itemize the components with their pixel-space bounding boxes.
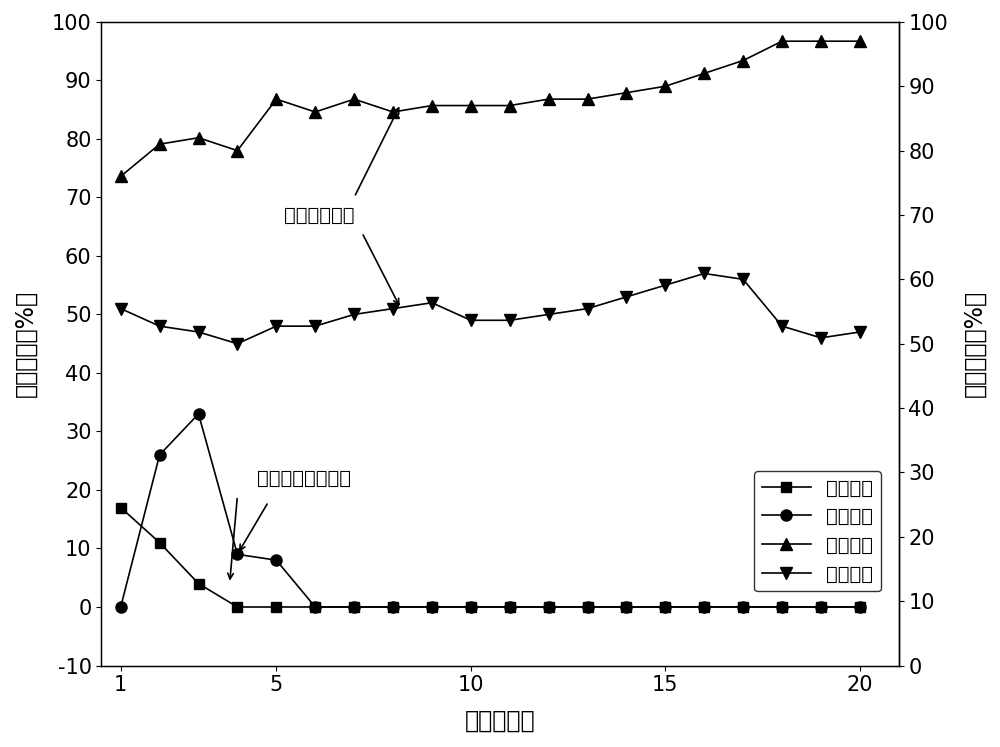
亚碑化率 [270,603,282,612]
氨去除率 [348,603,360,612]
亚碑化率 [659,603,671,612]
亚碑化率 [348,603,360,612]
氨去除率 [620,292,632,301]
亚碑化率 [582,603,594,612]
亚碑化率 [582,95,594,104]
亚碑化率 [737,56,749,65]
亚碑化率 [193,133,205,142]
亚碑化率 [504,101,516,110]
亚碑化率 [193,579,205,588]
氨去除率 [231,339,243,348]
氨去除率 [154,450,166,459]
氨去除率 [854,327,866,336]
Line: 亚碑化率: 亚碑化率 [116,503,865,612]
氨去除率 [309,322,321,331]
氨去除率 [154,322,166,331]
氨去除率 [582,304,594,313]
亚碑化率 [543,603,555,612]
亚碑化率 [815,37,827,46]
亚碑化率 [620,88,632,97]
氨去除率 [387,304,399,313]
亚碑化率 [387,108,399,117]
氨去除率 [815,333,827,342]
氨去除率 [348,310,360,319]
亚碑化率 [698,603,710,612]
亚碑化率 [737,603,749,612]
亚碑化率 [465,603,477,612]
X-axis label: 周期（个）: 周期（个） [465,709,535,733]
氨去除率 [193,409,205,418]
亚碑化率 [854,603,866,612]
氨去除率 [543,310,555,319]
亚碑化率 [620,603,632,612]
氨去除率 [504,603,516,612]
亚碑化率 [426,603,438,612]
氨去除率 [193,327,205,336]
氨去除率 [776,603,788,612]
氨去除率 [504,316,516,325]
亚碑化率 [348,95,360,104]
亚碑化率 [504,603,516,612]
氨去除率 [426,603,438,612]
氨去除率 [270,322,282,331]
亚碑化率 [543,95,555,104]
亚碑化率 [154,140,166,149]
氨去除率 [698,269,710,278]
Y-axis label: 氨去除率（%）: 氨去除率（%） [14,290,38,397]
氨去除率 [620,603,632,612]
氨去除率 [659,281,671,290]
亚碑化率 [154,538,166,547]
亚碑化率 [231,146,243,155]
氨去除率 [737,275,749,284]
Line: 氨去除率: 氨去除率 [115,409,865,613]
氨去除率 [115,603,127,612]
亚碑化率 [270,95,282,104]
亚碑化率 [115,172,127,181]
亚碑化率 [776,603,788,612]
氨去除率 [465,316,477,325]
氨去除率 [737,603,749,612]
亚碑化率 [776,37,788,46]
Text: 吸附氨氮材料: 吸附氨氮材料 [284,205,355,224]
氨去除率 [776,322,788,331]
亚碑化率 [231,603,243,612]
氨去除率 [270,556,282,565]
Y-axis label: 亚碑化率（%）: 亚碑化率（%） [962,290,986,397]
氨去除率 [698,603,710,612]
氨去除率 [815,603,827,612]
氨去除率 [387,603,399,612]
亚碑化率 [426,101,438,110]
亚碑化率 [698,69,710,78]
氨去除率 [543,603,555,612]
氨去除率 [231,550,243,559]
亚碑化率 [854,37,866,46]
Line: 亚碑化率: 亚碑化率 [115,36,865,182]
氨去除率 [854,603,866,612]
氨去除率 [659,603,671,612]
氨去除率 [465,603,477,612]
氨去除率 [309,603,321,612]
亚碑化率 [115,503,127,512]
氨去除率 [115,304,127,313]
亚碑化率 [465,101,477,110]
氨去除率 [426,298,438,307]
Line: 氨去除率: 氨去除率 [115,268,865,350]
亚碑化率 [387,603,399,612]
氨去除率 [582,603,594,612]
亚碑化率 [309,108,321,117]
亚碑化率 [659,81,671,90]
Legend: 亚碑化率, 氨去除率, 亚碑化率, 氨去除率: 亚碑化率, 氨去除率, 亚碑化率, 氨去除率 [754,471,881,592]
Text: 未加吸附氨氮材料: 未加吸附氨氮材料 [257,469,351,488]
亚碑化率 [815,603,827,612]
亚碑化率 [309,603,321,612]
